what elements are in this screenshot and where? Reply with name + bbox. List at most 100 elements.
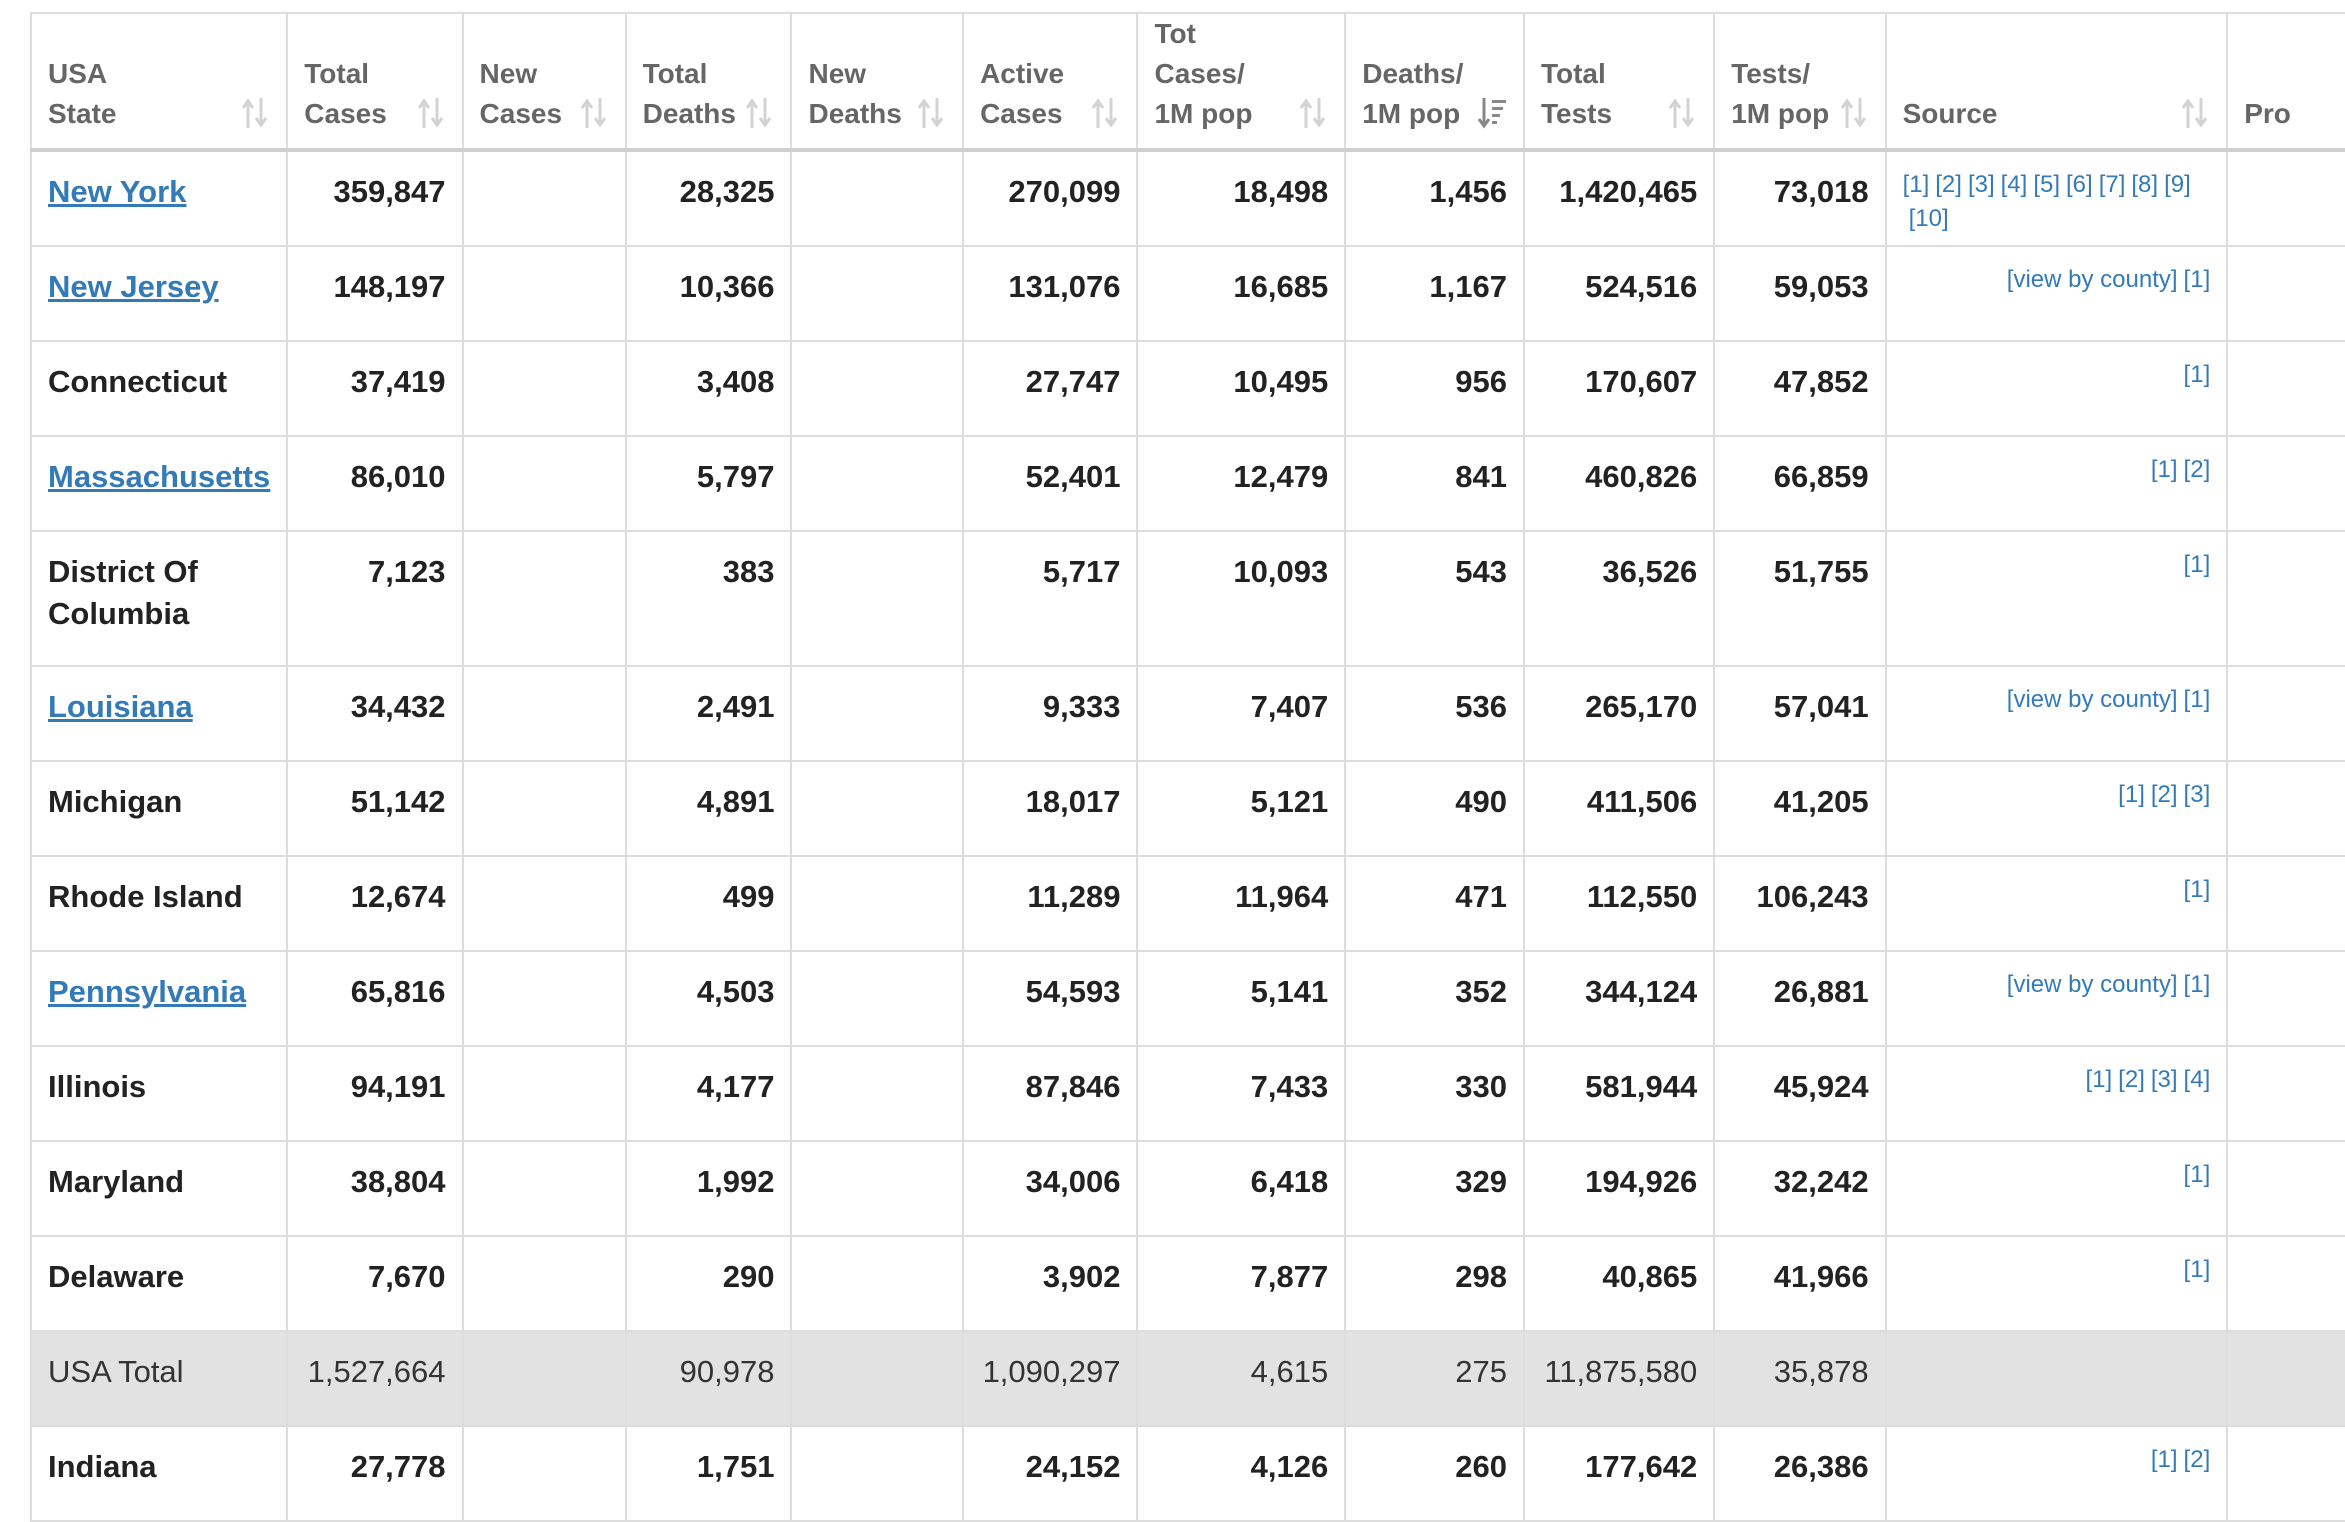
source-link[interactable]: [3] xyxy=(1967,171,1995,198)
source-link[interactable]: [1] xyxy=(2085,1066,2113,1093)
source-link[interactable]: [2] xyxy=(2150,781,2178,808)
cell-source: [1] xyxy=(1884,855,2229,952)
source-link[interactable]: [1] xyxy=(2150,1446,2178,1473)
cell-cases-per-1m: 18,498 xyxy=(1136,149,1347,247)
sort-icon[interactable] xyxy=(2180,96,2210,130)
cell-total-tests: 460,826 xyxy=(1522,435,1716,532)
source-link[interactable]: [4] xyxy=(2183,1066,2211,1093)
column-header-cases-per-1m[interactable]: Tot Cases/1M pop xyxy=(1136,12,1347,152)
column-header-total-cases[interactable]: Total Cases xyxy=(286,12,464,152)
cell-tests-per-1m: 106,243 xyxy=(1713,855,1887,952)
cell-source: [1] xyxy=(1884,1140,2229,1237)
cell-tests-per-1m: 66,859 xyxy=(1713,435,1887,532)
source-link[interactable]: [2] xyxy=(2118,1066,2145,1093)
header-line-1: Deaths/ xyxy=(1362,58,1464,89)
column-header-label: Deaths/1M pop xyxy=(1362,54,1507,134)
source-link[interactable]: [1] xyxy=(2183,361,2211,388)
cell-total-tests: 177,642 xyxy=(1522,1425,1716,1522)
source-link[interactable]: [1] xyxy=(2183,1161,2211,1188)
cell-deaths-per-1m: 543 xyxy=(1344,530,1525,667)
cell-total-cases: 38,804 xyxy=(286,1140,464,1237)
column-header-source[interactable]: Source xyxy=(1884,12,2229,152)
cell-new-cases xyxy=(461,1330,627,1427)
column-header-new-deaths[interactable]: New Deaths xyxy=(790,12,965,152)
source-link[interactable]: [view by county] xyxy=(2006,971,2178,998)
source-link[interactable]: [1] xyxy=(2183,686,2211,713)
source-link[interactable]: [2] xyxy=(1935,171,1962,198)
source-link[interactable]: [1] xyxy=(1902,171,1930,198)
source-link[interactable]: [3] xyxy=(2150,1066,2178,1093)
source-link[interactable]: [10] xyxy=(1908,205,1949,232)
source-link[interactable]: [1] xyxy=(2183,266,2211,293)
source-link[interactable]: [view by county] xyxy=(2006,266,2178,293)
state-link[interactable]: Pennsylvania xyxy=(48,974,247,1009)
state-name: Illinois xyxy=(48,1069,147,1104)
column-header-active-cases[interactable]: Active Cases xyxy=(962,12,1139,152)
cell-total-cases: 51,142 xyxy=(286,760,464,857)
column-header-total-deaths[interactable]: Total Deaths xyxy=(624,12,793,152)
header-line-1: New xyxy=(479,58,538,89)
header-line-2: 1M pop xyxy=(1731,98,1830,129)
source-link[interactable]: [2] xyxy=(2183,456,2211,483)
cell-source xyxy=(1884,1330,2229,1427)
column-header-state[interactable]: USA State xyxy=(29,12,289,152)
column-header-total-tests[interactable]: Total Tests xyxy=(1522,12,1716,152)
sort-icon[interactable] xyxy=(1667,96,1697,130)
cell-state: Michigan xyxy=(29,760,289,857)
state-link[interactable]: New York xyxy=(48,174,187,209)
header-line-1: Total xyxy=(304,58,370,89)
source-link[interactable]: [5] xyxy=(2033,171,2061,198)
cell-pro xyxy=(2226,245,2345,342)
cell-active-cases: 52,401 xyxy=(962,435,1139,532)
state-link[interactable]: Louisiana xyxy=(48,689,193,724)
cell-pro xyxy=(2226,1140,2345,1237)
cell-total-tests: 344,124 xyxy=(1522,950,1716,1047)
source-link[interactable]: [1] xyxy=(2118,781,2145,808)
sort-icon[interactable] xyxy=(240,96,270,130)
source-link[interactable]: [1] xyxy=(2183,1256,2211,1283)
cell-state: Indiana xyxy=(29,1425,289,1522)
sort-icon[interactable] xyxy=(579,96,609,130)
cell-total-deaths: 2,491 xyxy=(624,665,793,762)
column-header-pro[interactable]: Pro xyxy=(2226,12,2345,152)
table-row: New Jersey 148,197 10,366 131,076 16,685 1,16… xyxy=(29,245,2345,342)
column-header-tests-per-1m[interactable]: Tests/1M pop xyxy=(1713,12,1887,152)
column-header-new-cases[interactable]: New Cases xyxy=(461,12,627,152)
source-link[interactable]: [1] xyxy=(2183,551,2211,578)
sort-icon[interactable] xyxy=(1839,96,1869,130)
cell-cases-per-1m: 6,418 xyxy=(1136,1140,1347,1237)
source-link[interactable]: [2] xyxy=(2183,1446,2211,1473)
table-row: Massachusetts 86,010 5,797 52,401 12,479 841 4… xyxy=(29,435,2345,532)
cell-total-tests: 411,506 xyxy=(1522,760,1716,857)
cell-active-cases: 1,090,297 xyxy=(962,1330,1139,1427)
sort-icon[interactable] xyxy=(744,96,774,130)
cell-new-deaths xyxy=(790,1235,965,1332)
sort-icon[interactable] xyxy=(916,96,946,130)
cell-pro xyxy=(2226,760,2345,857)
sort-icon[interactable] xyxy=(1090,96,1120,130)
state-link[interactable]: Massachusetts xyxy=(48,459,271,494)
cell-tests-per-1m: 51,755 xyxy=(1713,530,1887,667)
state-link[interactable]: New Jersey xyxy=(48,269,219,304)
column-header-deaths-per-1m[interactable]: Deaths/1M pop xyxy=(1344,12,1525,152)
source-link[interactable]: [1] xyxy=(2183,971,2211,998)
source-link[interactable]: [9] xyxy=(2164,171,2191,198)
sort-icon[interactable] xyxy=(1298,96,1328,130)
cell-active-cases: 11,289 xyxy=(962,855,1139,952)
source-link[interactable]: [1] xyxy=(2150,456,2178,483)
state-name: District Of Columbia xyxy=(48,554,198,631)
source-link[interactable]: [8] xyxy=(2131,171,2159,198)
sort-icon[interactable] xyxy=(416,96,446,130)
cell-total-deaths: 1,751 xyxy=(624,1425,793,1522)
source-link[interactable]: [7] xyxy=(2098,171,2126,198)
cell-tests-per-1m: 47,852 xyxy=(1713,340,1887,437)
sort-active-desc-icon[interactable] xyxy=(1477,96,1507,130)
source-link[interactable]: [4] xyxy=(2000,171,2028,198)
source-link[interactable]: [6] xyxy=(2066,171,2093,198)
cell-total-deaths: 383 xyxy=(624,530,793,667)
cell-total-cases: 94,191 xyxy=(286,1045,464,1142)
source-link[interactable]: [1] xyxy=(2183,876,2211,903)
source-link[interactable]: [view by county] xyxy=(2006,686,2178,713)
cell-new-cases xyxy=(461,340,627,437)
source-link[interactable]: [3] xyxy=(2183,781,2211,808)
